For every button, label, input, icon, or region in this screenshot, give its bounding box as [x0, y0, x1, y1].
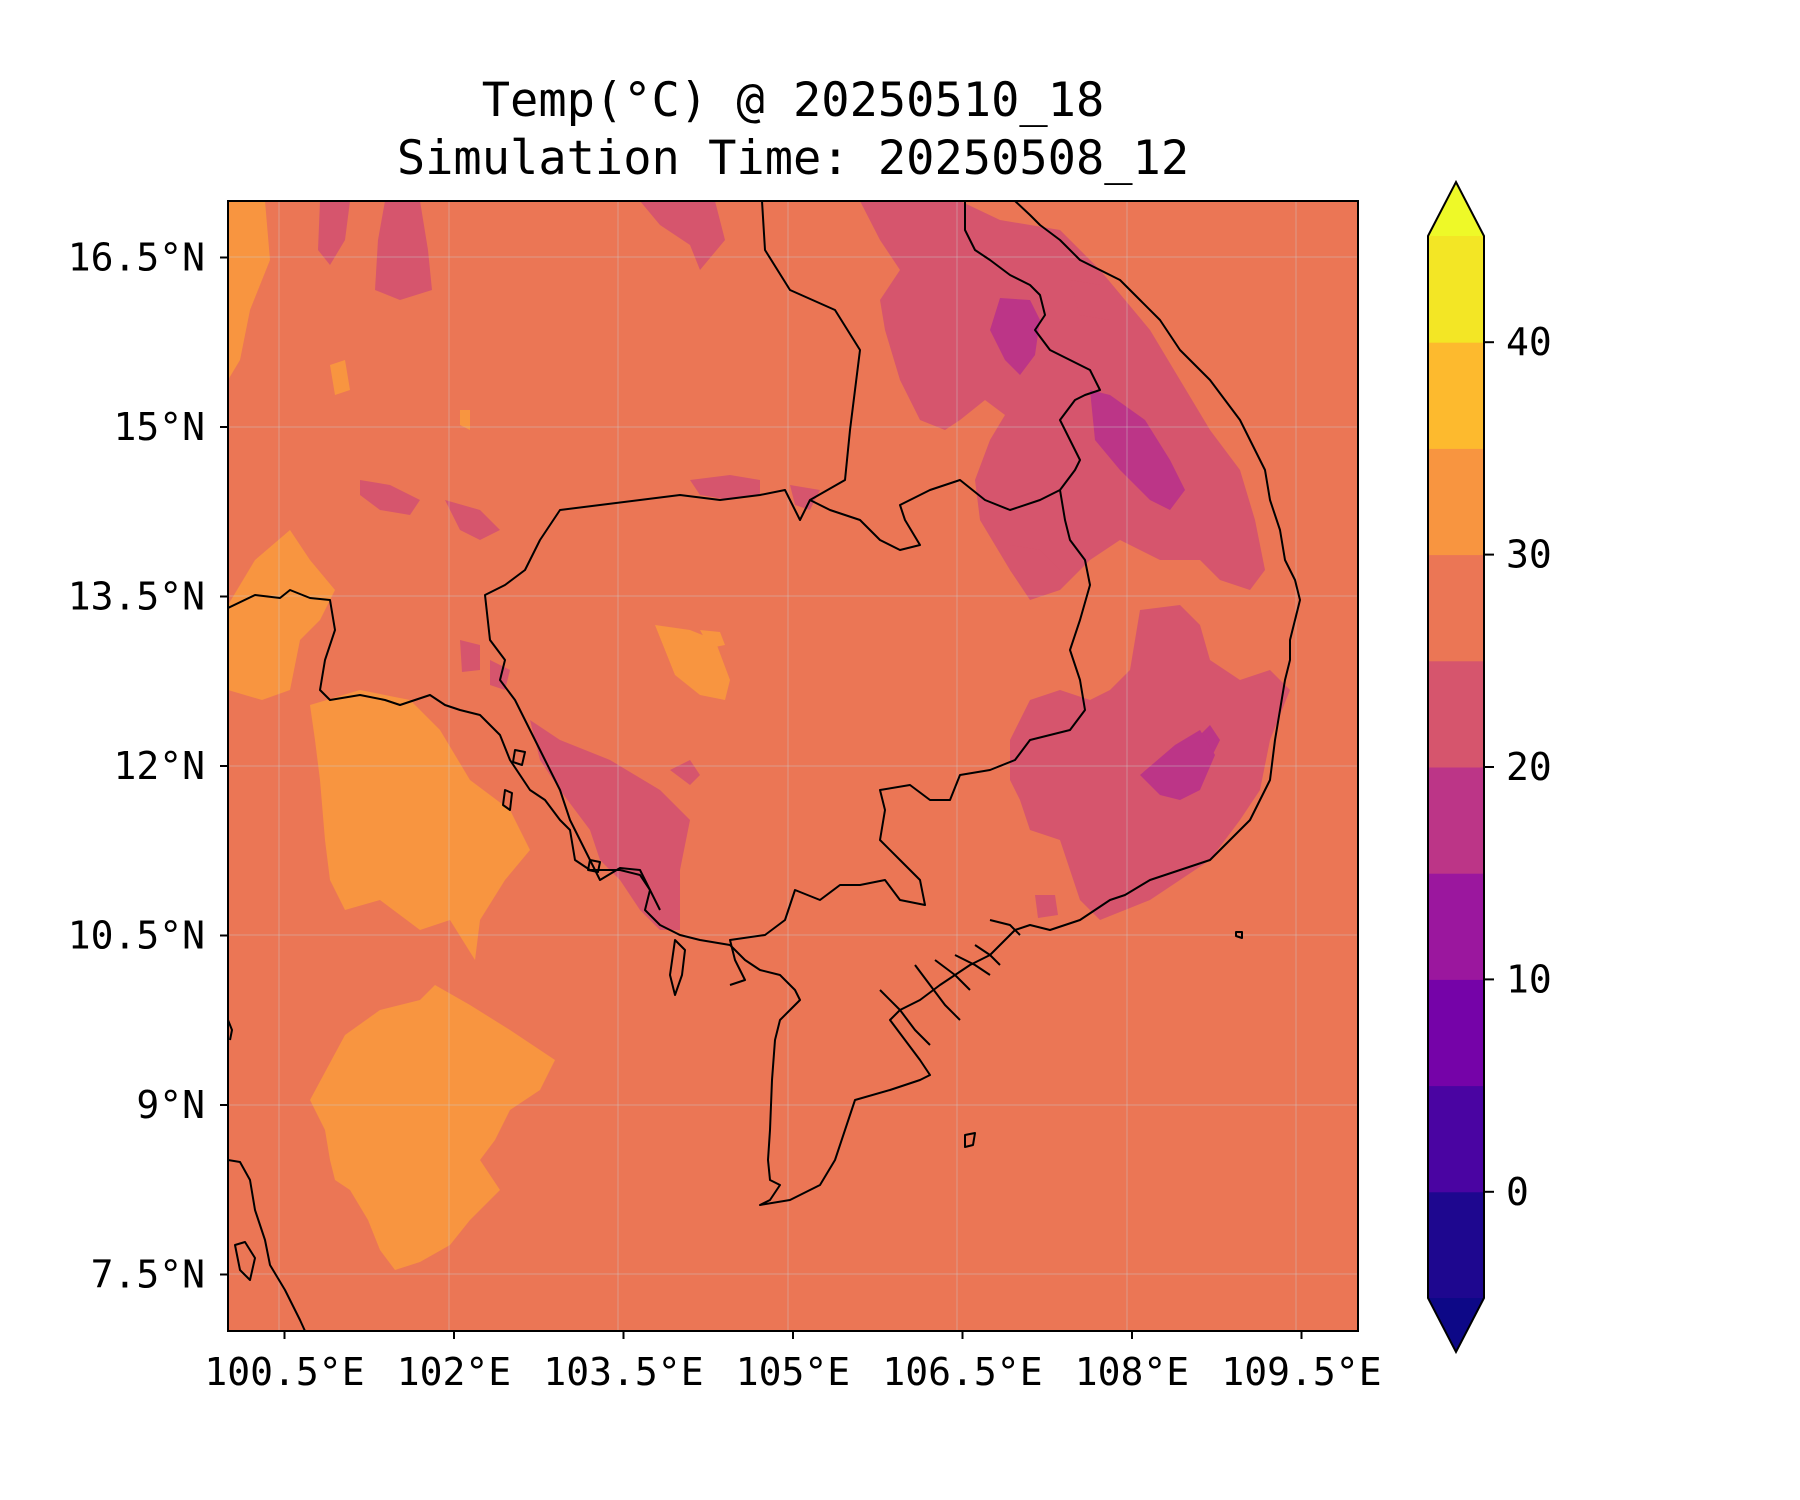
colorbar: 0 10 20 30 40 — [1427, 179, 1552, 1355]
x-tick-label: 100.5°E — [204, 1350, 364, 1394]
colorbar-segment — [1428, 1191, 1484, 1299]
colorbar-tick-label: 40 — [1506, 320, 1552, 364]
y-tick-label: 16.5°N — [68, 236, 205, 280]
x-tick-label: 102°E — [397, 1350, 511, 1394]
contour-30-35 — [228, 201, 730, 1270]
colorbar-segment — [1428, 554, 1484, 662]
x-axis-ticks: 100.5°E 102°E 103.5°E 105°E 106.5°E 108°E 109.… — [204, 1331, 1382, 1394]
gridlines — [228, 201, 1358, 1331]
coastlines-and-borders — [228, 201, 1301, 1331]
contour-15-20 — [990, 298, 1220, 800]
colorbar-segment — [1428, 236, 1484, 343]
y-tick-label: 7.5°N — [91, 1253, 205, 1297]
colorbar-extend-low — [1428, 1298, 1484, 1352]
colorbar-tick-label: 20 — [1506, 745, 1552, 789]
y-tick-label: 15°N — [113, 405, 205, 449]
colorbar-outline — [1427, 179, 1485, 1355]
colorbar-segment — [1428, 873, 1484, 980]
y-tick-label: 13.5°N — [68, 575, 205, 619]
x-tick-label: 109.5°E — [1221, 1350, 1381, 1394]
x-tick-label: 106.5°E — [882, 1350, 1042, 1394]
colorbar-tick-label: 10 — [1506, 957, 1552, 1001]
map-subtitle: Simulation Time: 20250508_12 — [396, 131, 1190, 186]
colorbar-segment — [1428, 660, 1484, 768]
colorbar-extend-high — [1428, 182, 1484, 236]
colorbar-segment — [1428, 448, 1484, 556]
colorbar-segment — [1428, 767, 1484, 874]
y-tick-label: 9°N — [136, 1083, 205, 1127]
colorbar-segment — [1428, 342, 1484, 449]
contour-field — [228, 201, 1358, 1331]
y-tick-label: 12°N — [113, 744, 205, 788]
y-axis-ticks: 16.5°N 15°N 13.5°N 12°N 10.5°N 9°N 7.5°N — [68, 236, 228, 1297]
x-tick-label: 103.5°E — [543, 1350, 703, 1394]
colorbar-tick-label: 0 — [1506, 1170, 1529, 1214]
x-tick-label: 108°E — [1075, 1350, 1189, 1394]
colorbar-tick-label: 30 — [1506, 533, 1552, 577]
map-title: Temp(°C) @ 20250510_18 — [481, 73, 1105, 128]
x-tick-label: 105°E — [736, 1350, 850, 1394]
colorbar-segment — [1428, 979, 1484, 1087]
colorbar-segment — [1428, 1085, 1484, 1193]
y-tick-label: 10.5°N — [68, 914, 205, 958]
